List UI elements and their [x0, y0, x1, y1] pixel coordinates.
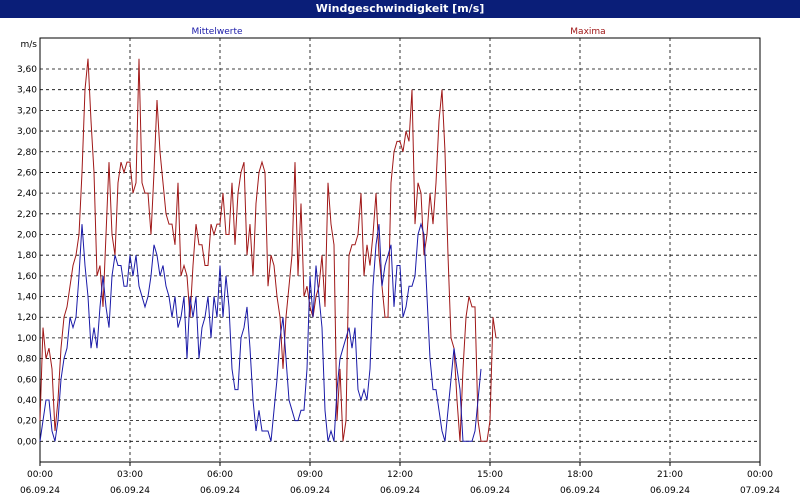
x-tick-time-label: 18:00	[567, 470, 593, 480]
x-tick-time-label: 00:00	[747, 470, 773, 480]
y-tick-label: 1,40	[17, 293, 37, 303]
x-tick-date-label: 06.09.24	[20, 486, 60, 496]
y-tick-label: 2,60	[17, 168, 37, 178]
chart-title-bar: Windgeschwindigkeit [m/s]	[0, 0, 800, 18]
x-tick-date-label: 06.09.24	[470, 486, 510, 496]
y-tick-label: 3,20	[17, 106, 37, 116]
x-tick-date-label: 06.09.24	[380, 486, 420, 496]
y-tick-label: 3,40	[17, 86, 37, 96]
y-tick-label: 1,60	[17, 272, 37, 282]
y-tick-label: 0,00	[17, 437, 37, 447]
x-tick-time-label: 21:00	[657, 470, 683, 480]
y-axis-label: m/s	[21, 40, 38, 50]
legend-mean-label: Mittelwerte	[191, 27, 242, 37]
x-tick-date-label: 06.09.24	[650, 486, 690, 496]
y-tick-label: 3,60	[17, 65, 37, 75]
x-tick-time-label: 09:00	[297, 470, 323, 480]
x-tick-time-label: 03:00	[117, 470, 143, 480]
x-tick-time-label: 00:00	[27, 470, 53, 480]
series-line-mittelwerte	[39, 222, 482, 442]
y-tick-label: 2,80	[17, 148, 37, 158]
y-tick-label: 2,00	[17, 230, 37, 240]
y-tick-label: 0,20	[17, 417, 37, 427]
y-tick-label: 3,00	[17, 127, 37, 137]
y-tick-label: 1,80	[17, 251, 37, 261]
legend-max-label: Maxima	[570, 27, 605, 37]
y-tick-label: 0,60	[17, 375, 37, 385]
y-tick-label: 0,40	[17, 396, 37, 406]
x-tick-date-label: 06.09.24	[560, 486, 600, 496]
x-tick-date-label: 06.09.24	[200, 486, 240, 496]
x-tick-date-label: 06.09.24	[110, 486, 150, 496]
x-tick-time-label: 06:00	[207, 470, 233, 480]
x-tick-date-label: 07.09.24	[740, 486, 780, 496]
y-tick-label: 1,20	[17, 313, 37, 323]
y-tick-label: 1,00	[17, 334, 37, 344]
x-tick-time-label: 15:00	[477, 470, 503, 480]
y-tick-label: 0,80	[17, 355, 37, 365]
x-tick-time-label: 12:00	[387, 470, 413, 480]
x-tick-date-label: 06.09.24	[290, 486, 330, 496]
chart-title: Windgeschwindigkeit [m/s]	[315, 2, 485, 15]
y-tick-label: 2,40	[17, 189, 37, 199]
series-line-maxima	[39, 58, 497, 442]
y-tick-label: 2,20	[17, 210, 37, 220]
